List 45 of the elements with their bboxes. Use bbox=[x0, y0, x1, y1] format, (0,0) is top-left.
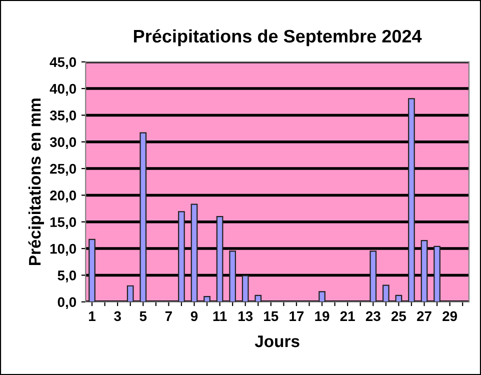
y-tick-label: 35,0 bbox=[50, 110, 76, 122]
bar bbox=[318, 291, 326, 302]
y-tick-label: 40,0 bbox=[50, 84, 76, 96]
x-tick-label: 7 bbox=[165, 311, 172, 321]
y-tick-label: 30,0 bbox=[50, 137, 76, 150]
bar bbox=[434, 246, 440, 302]
y-tick-label: 25,0 bbox=[50, 164, 76, 176]
x-tick-label: 21 bbox=[340, 311, 355, 321]
x-tick-label: 19 bbox=[315, 311, 330, 322]
y-tick-label: 5,0 bbox=[58, 270, 76, 282]
x-tick-label: 11 bbox=[213, 311, 227, 321]
bar bbox=[420, 240, 428, 302]
bar bbox=[140, 132, 147, 302]
x-axis-title: Jours bbox=[254, 336, 300, 348]
y-tick-label: 20,0 bbox=[50, 190, 76, 202]
x-tick-label: 1 bbox=[89, 311, 96, 321]
x-tick-label: 23 bbox=[366, 311, 380, 322]
y-tick-label: 45,0 bbox=[50, 57, 76, 70]
bar bbox=[382, 284, 390, 302]
y-tick-label: 15,0 bbox=[50, 217, 76, 230]
bar bbox=[190, 204, 198, 302]
x-tick-label: 15 bbox=[264, 311, 278, 322]
x-tick-label: 25 bbox=[391, 311, 406, 322]
bar bbox=[88, 238, 96, 302]
x-tick-label: 3 bbox=[114, 311, 121, 322]
bar bbox=[126, 285, 134, 302]
x-tick-label: 13 bbox=[238, 311, 253, 322]
bar bbox=[242, 275, 249, 302]
bar bbox=[216, 216, 224, 302]
x-tick-label: 27 bbox=[417, 311, 432, 321]
bar bbox=[254, 294, 262, 302]
y-tick-label: 10,0 bbox=[50, 244, 76, 256]
x-tick-label: 5 bbox=[140, 311, 147, 322]
bar bbox=[178, 211, 185, 302]
bar bbox=[229, 250, 236, 302]
bar bbox=[370, 250, 377, 302]
x-tick-label: 9 bbox=[190, 311, 198, 322]
bar bbox=[395, 294, 402, 302]
y-axis-title: Précipitations en mm bbox=[28, 98, 44, 266]
bar bbox=[408, 98, 415, 302]
chart-title: Précipitations de Septembre 2024 bbox=[134, 29, 422, 46]
bar bbox=[204, 296, 210, 302]
x-tick-label: 17 bbox=[290, 311, 304, 321]
y-tick-label: 0,0 bbox=[58, 297, 76, 310]
x-tick-label: 29 bbox=[442, 311, 458, 322]
